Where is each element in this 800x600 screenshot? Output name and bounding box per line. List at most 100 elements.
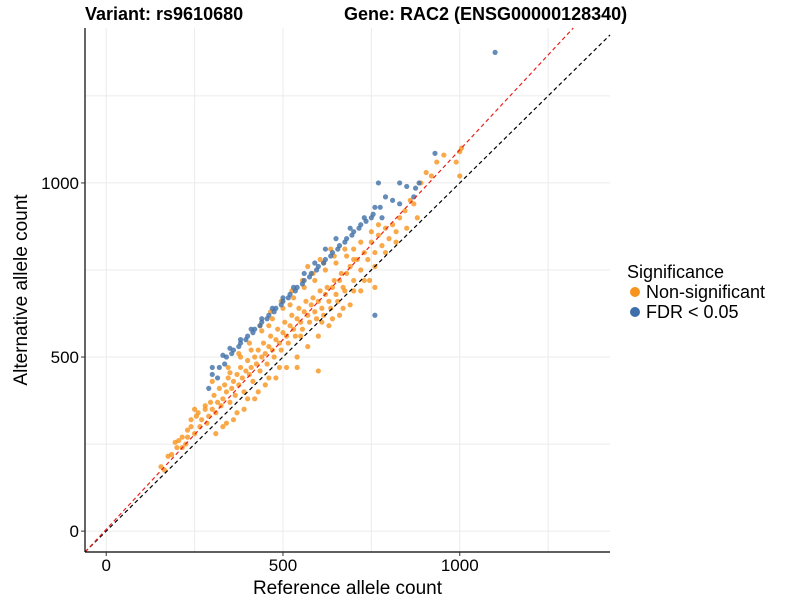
point-non-significant (176, 437, 182, 444)
point-non-significant (246, 371, 252, 378)
point-non-significant (292, 333, 298, 339)
point-non-significant (199, 417, 205, 423)
point-non-significant (245, 357, 251, 364)
point-non-significant (372, 249, 378, 256)
point-non-significant (188, 424, 194, 430)
point-non-significant (169, 451, 175, 458)
point-fdr-0-05 (321, 260, 327, 266)
point-fdr-0-05 (372, 312, 378, 318)
point-non-significant (280, 330, 286, 336)
point-non-significant (283, 364, 290, 371)
point-non-significant (245, 396, 251, 402)
point-non-significant (255, 347, 261, 353)
point-fdr-0-05 (404, 183, 410, 190)
point-non-significant (441, 152, 447, 158)
reference-line-identity (84, 34, 611, 553)
point-non-significant (232, 392, 238, 398)
point-non-significant (411, 201, 417, 207)
chart-title-variant: Variant: rs9610680 (85, 4, 244, 24)
point-fdr-0-05 (214, 375, 221, 381)
point-non-significant (344, 253, 350, 259)
point-non-significant (299, 326, 306, 332)
legend-label-non-significant: Non-significant (646, 282, 766, 302)
point-non-significant (351, 288, 357, 294)
point-non-significant (241, 406, 247, 412)
point-fdr-0-05 (416, 180, 422, 186)
point-fdr-0-05 (301, 270, 307, 277)
point-non-significant (223, 420, 230, 426)
point-non-significant (222, 382, 228, 388)
point-non-significant (414, 215, 420, 221)
point-non-significant (335, 298, 341, 304)
point-non-significant (191, 406, 198, 412)
point-fdr-0-05 (492, 49, 498, 55)
point-fdr-0-05 (257, 323, 263, 329)
y-axis-title: Alternative allele count (11, 194, 32, 386)
point-non-significant (298, 333, 304, 339)
point-non-significant (305, 343, 311, 350)
point-non-significant (195, 410, 201, 416)
point-fdr-0-05 (375, 180, 382, 186)
point-fdr-0-05 (377, 204, 383, 210)
point-non-significant (375, 222, 382, 228)
point-non-significant (225, 364, 231, 371)
point-fdr-0-05 (328, 253, 334, 259)
point-non-significant (252, 354, 258, 360)
point-non-significant (179, 434, 185, 440)
point-fdr-0-05 (372, 204, 378, 210)
point-non-significant (305, 263, 311, 270)
point-non-significant (324, 284, 330, 290)
x-tick-label: 500 (269, 556, 297, 575)
point-non-significant (336, 277, 343, 284)
point-non-significant (375, 232, 382, 238)
point-non-significant (303, 298, 309, 304)
point-non-significant (301, 309, 307, 315)
x-tick-label: 1000 (441, 556, 479, 575)
point-fdr-0-05 (363, 218, 369, 224)
point-non-significant (333, 260, 339, 266)
point-non-significant (268, 333, 274, 339)
point-non-significant (266, 375, 272, 381)
point-fdr-0-05 (333, 236, 339, 242)
point-fdr-0-05 (299, 281, 306, 287)
point-non-significant (273, 375, 279, 381)
point-non-significant (347, 263, 353, 270)
point-fdr-0-05 (248, 326, 254, 332)
reference-line-fit (84, 27, 574, 553)
point-non-significant (336, 312, 343, 318)
point-non-significant (298, 319, 304, 325)
point-non-significant (389, 222, 396, 228)
point-non-significant (236, 350, 242, 357)
point-fdr-0-05 (216, 364, 222, 371)
point-non-significant (287, 302, 293, 308)
point-non-significant (312, 309, 318, 315)
point-fdr-0-05 (397, 201, 403, 207)
point-fdr-0-05 (209, 364, 215, 371)
point-fdr-0-05 (312, 260, 318, 266)
point-non-significant (184, 434, 191, 440)
point-non-significant (351, 256, 357, 263)
point-non-significant (230, 417, 237, 423)
point-non-significant (319, 305, 325, 311)
legend-marker-non-significant (630, 287, 640, 297)
point-non-significant (223, 389, 230, 395)
point-fdr-0-05 (264, 316, 270, 322)
point-non-significant (248, 364, 254, 371)
point-fdr-0-05 (306, 274, 313, 280)
point-fdr-0-05 (313, 267, 320, 273)
point-non-significant (365, 256, 371, 263)
point-non-significant (313, 316, 320, 322)
point-non-significant (434, 159, 440, 165)
point-non-significant (317, 288, 323, 294)
point-non-significant (230, 378, 237, 384)
point-non-significant (326, 298, 332, 304)
point-non-significant (253, 361, 260, 367)
point-non-significant (269, 347, 275, 353)
point-non-significant (266, 343, 272, 350)
point-non-significant (211, 392, 217, 398)
point-non-significant (275, 326, 281, 332)
point-fdr-0-05 (269, 305, 275, 311)
point-fdr-0-05 (278, 302, 284, 308)
axis-ticks: 0 500 1000 0 500 1000 (41, 174, 478, 575)
point-fdr-0-05 (209, 371, 215, 378)
